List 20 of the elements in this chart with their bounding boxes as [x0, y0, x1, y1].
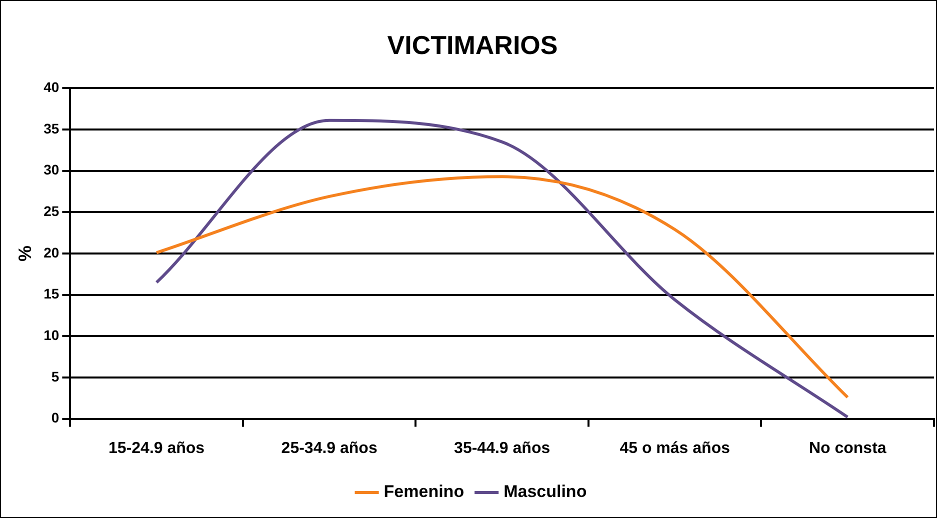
y-tick-label: 20	[44, 244, 60, 260]
y-tick-label: 30	[44, 162, 60, 178]
y-tick-label: 40	[44, 79, 60, 96]
y-tick-label: 5	[51, 368, 60, 384]
y-tick-label: 0	[51, 410, 60, 426]
x-tick-label: 25-34.9 años	[281, 440, 378, 457]
y-tick-label: 10	[44, 327, 60, 344]
x-tick-label: 35-44.9 años	[454, 440, 550, 457]
y-tick-label: 35	[44, 120, 60, 136]
line-series	[155, 118, 850, 419]
y-axis-title: %	[14, 245, 35, 262]
chart-title: VICTIMARIOS	[387, 30, 558, 60]
y-tick-label: 15	[44, 286, 60, 302]
legend-label: Femenino	[384, 482, 464, 502]
x-tick-label: No consta	[808, 440, 886, 457]
x-tick-label: 15-24.9 años	[108, 440, 205, 457]
line-series	[155, 175, 850, 399]
legend-label: Masculino	[504, 482, 587, 502]
y-tick-label: 25	[44, 203, 60, 220]
x-tick-label: 45 o más años	[620, 440, 730, 457]
